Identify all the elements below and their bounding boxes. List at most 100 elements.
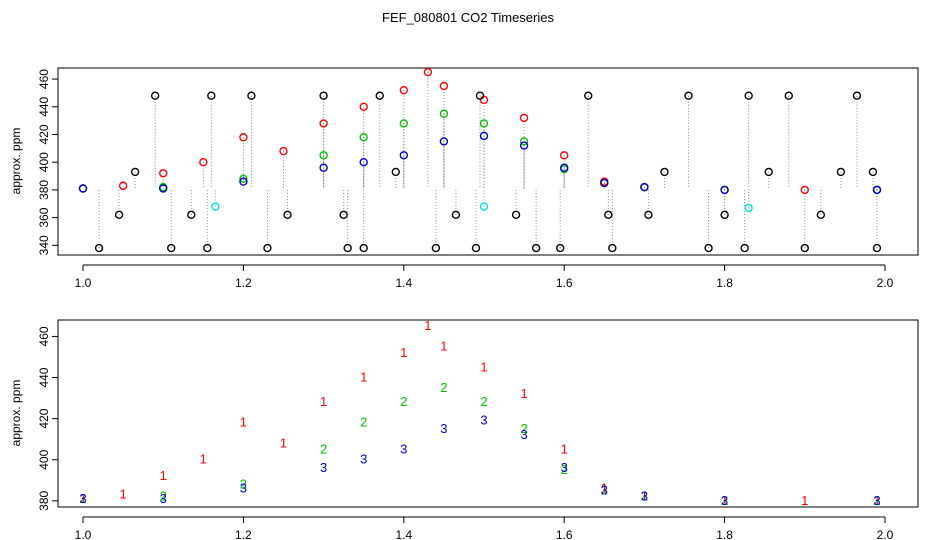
data-point-black xyxy=(359,243,368,253)
data-point-2: 2 xyxy=(520,421,527,436)
data-point-3: 3 xyxy=(240,481,247,496)
bottom-plot-frame xyxy=(57,319,919,508)
data-point-black xyxy=(644,210,653,220)
data-point-black xyxy=(800,243,809,253)
data-point-3: 3 xyxy=(360,452,367,467)
data-point-black xyxy=(375,91,384,100)
data-point-2: 2 xyxy=(400,394,407,409)
data-point-black xyxy=(555,243,565,253)
data-point-1: 1 xyxy=(119,487,126,502)
data-point-1: 1 xyxy=(601,481,608,496)
data-point-blue xyxy=(720,185,729,195)
y-tick-label: 460 xyxy=(37,69,51,89)
data-point-black xyxy=(584,91,593,100)
bottom-y-axis: 380 400 420 440 460 xyxy=(37,326,59,511)
y-tick-label: 360 xyxy=(37,207,51,227)
data-point-2: 2 xyxy=(721,493,728,508)
data-point-black xyxy=(391,167,400,177)
data-point-black xyxy=(114,210,124,220)
data-point-blue xyxy=(359,157,368,167)
data-point-black xyxy=(150,91,160,100)
data-point-green xyxy=(519,137,529,146)
data-point-1: 1 xyxy=(400,345,407,360)
data-point-black xyxy=(744,91,753,100)
data-point-red xyxy=(199,157,208,167)
data-point-blue xyxy=(399,151,408,160)
data-point-2: 2 xyxy=(440,380,447,395)
data-point-black xyxy=(471,243,481,253)
x-tick-label: 2.0 xyxy=(877,528,894,540)
data-point-black xyxy=(684,91,693,100)
data-point-green xyxy=(399,119,408,128)
top-panel: 1.0 1.2 1.4 1.6 1.8 2.0 340 360 380 400 420 440 460… xyxy=(9,67,919,290)
data-point-1: 1 xyxy=(240,415,247,430)
data-point-black xyxy=(740,243,749,253)
data-point-2: 2 xyxy=(79,491,86,506)
data-point-black xyxy=(816,210,826,220)
data-point-black xyxy=(203,243,212,253)
x-tick-label: 1.8 xyxy=(716,276,733,290)
data-point-black xyxy=(283,210,292,220)
data-point-1: 1 xyxy=(200,452,207,467)
data-point-black xyxy=(764,167,773,177)
top-y-axis: 340 360 380 400 420 440 460 xyxy=(37,69,59,255)
data-point-2: 2 xyxy=(601,483,608,498)
data-point-1: 1 xyxy=(440,339,447,354)
data-point-blue xyxy=(439,137,449,146)
y-tick-label: 380 xyxy=(37,180,51,200)
data-point-black xyxy=(343,243,352,253)
data-point-black xyxy=(94,243,104,253)
data-point-black xyxy=(836,167,846,177)
data-point-2: 2 xyxy=(360,415,367,430)
data-point-2: 2 xyxy=(561,462,568,477)
data-point-green xyxy=(479,119,489,128)
data-point-blue xyxy=(872,185,882,195)
x-tick-label: 1.0 xyxy=(75,276,92,290)
data-point-black xyxy=(660,167,669,177)
data-point-green xyxy=(359,133,368,142)
x-tick-label: 1.4 xyxy=(395,528,412,540)
y-tick-label: 440 xyxy=(37,367,51,387)
data-point-red xyxy=(560,151,569,160)
data-point-green xyxy=(439,109,449,118)
data-point-black xyxy=(704,243,713,253)
data-point-3: 3 xyxy=(79,491,86,506)
data-point-black xyxy=(187,210,196,220)
data-point-red xyxy=(359,102,368,111)
x-tick-label: 1.6 xyxy=(556,276,573,290)
x-tick-label: 1.0 xyxy=(75,528,92,540)
data-point-black xyxy=(431,243,441,253)
data-point-black xyxy=(339,210,348,220)
data-point-black xyxy=(451,210,461,220)
data-point-black xyxy=(784,91,793,100)
y-tick-label: 380 xyxy=(37,491,51,511)
data-point-red xyxy=(423,67,433,77)
y-tick-label: 400 xyxy=(37,152,51,172)
x-tick-label: 1.2 xyxy=(235,528,252,540)
data-point-1: 1 xyxy=(360,370,367,385)
data-point-black xyxy=(531,243,541,253)
data-point-cyan xyxy=(744,203,753,213)
data-point-3: 3 xyxy=(520,427,527,442)
data-point-1: 1 xyxy=(79,491,86,506)
data-point-red xyxy=(399,85,408,95)
data-point-black xyxy=(247,91,256,100)
data-point-3: 3 xyxy=(440,421,447,436)
data-point-red xyxy=(279,146,288,156)
data-point-red xyxy=(519,113,529,123)
data-point-black xyxy=(868,167,878,177)
data-point-1: 1 xyxy=(160,468,167,483)
data-point-blue xyxy=(239,177,248,186)
data-point-1: 1 xyxy=(280,435,287,450)
figure-title: FEF_080801 CO2 Timeseries xyxy=(382,10,554,25)
data-point-1: 1 xyxy=(320,394,327,409)
data-point-black xyxy=(872,243,882,253)
data-point-1: 1 xyxy=(873,493,880,508)
data-point-blue xyxy=(640,182,649,192)
data-point-3: 3 xyxy=(721,493,728,508)
data-point-red xyxy=(239,133,248,142)
data-point-2: 2 xyxy=(320,441,327,456)
data-point-1: 1 xyxy=(801,493,808,508)
